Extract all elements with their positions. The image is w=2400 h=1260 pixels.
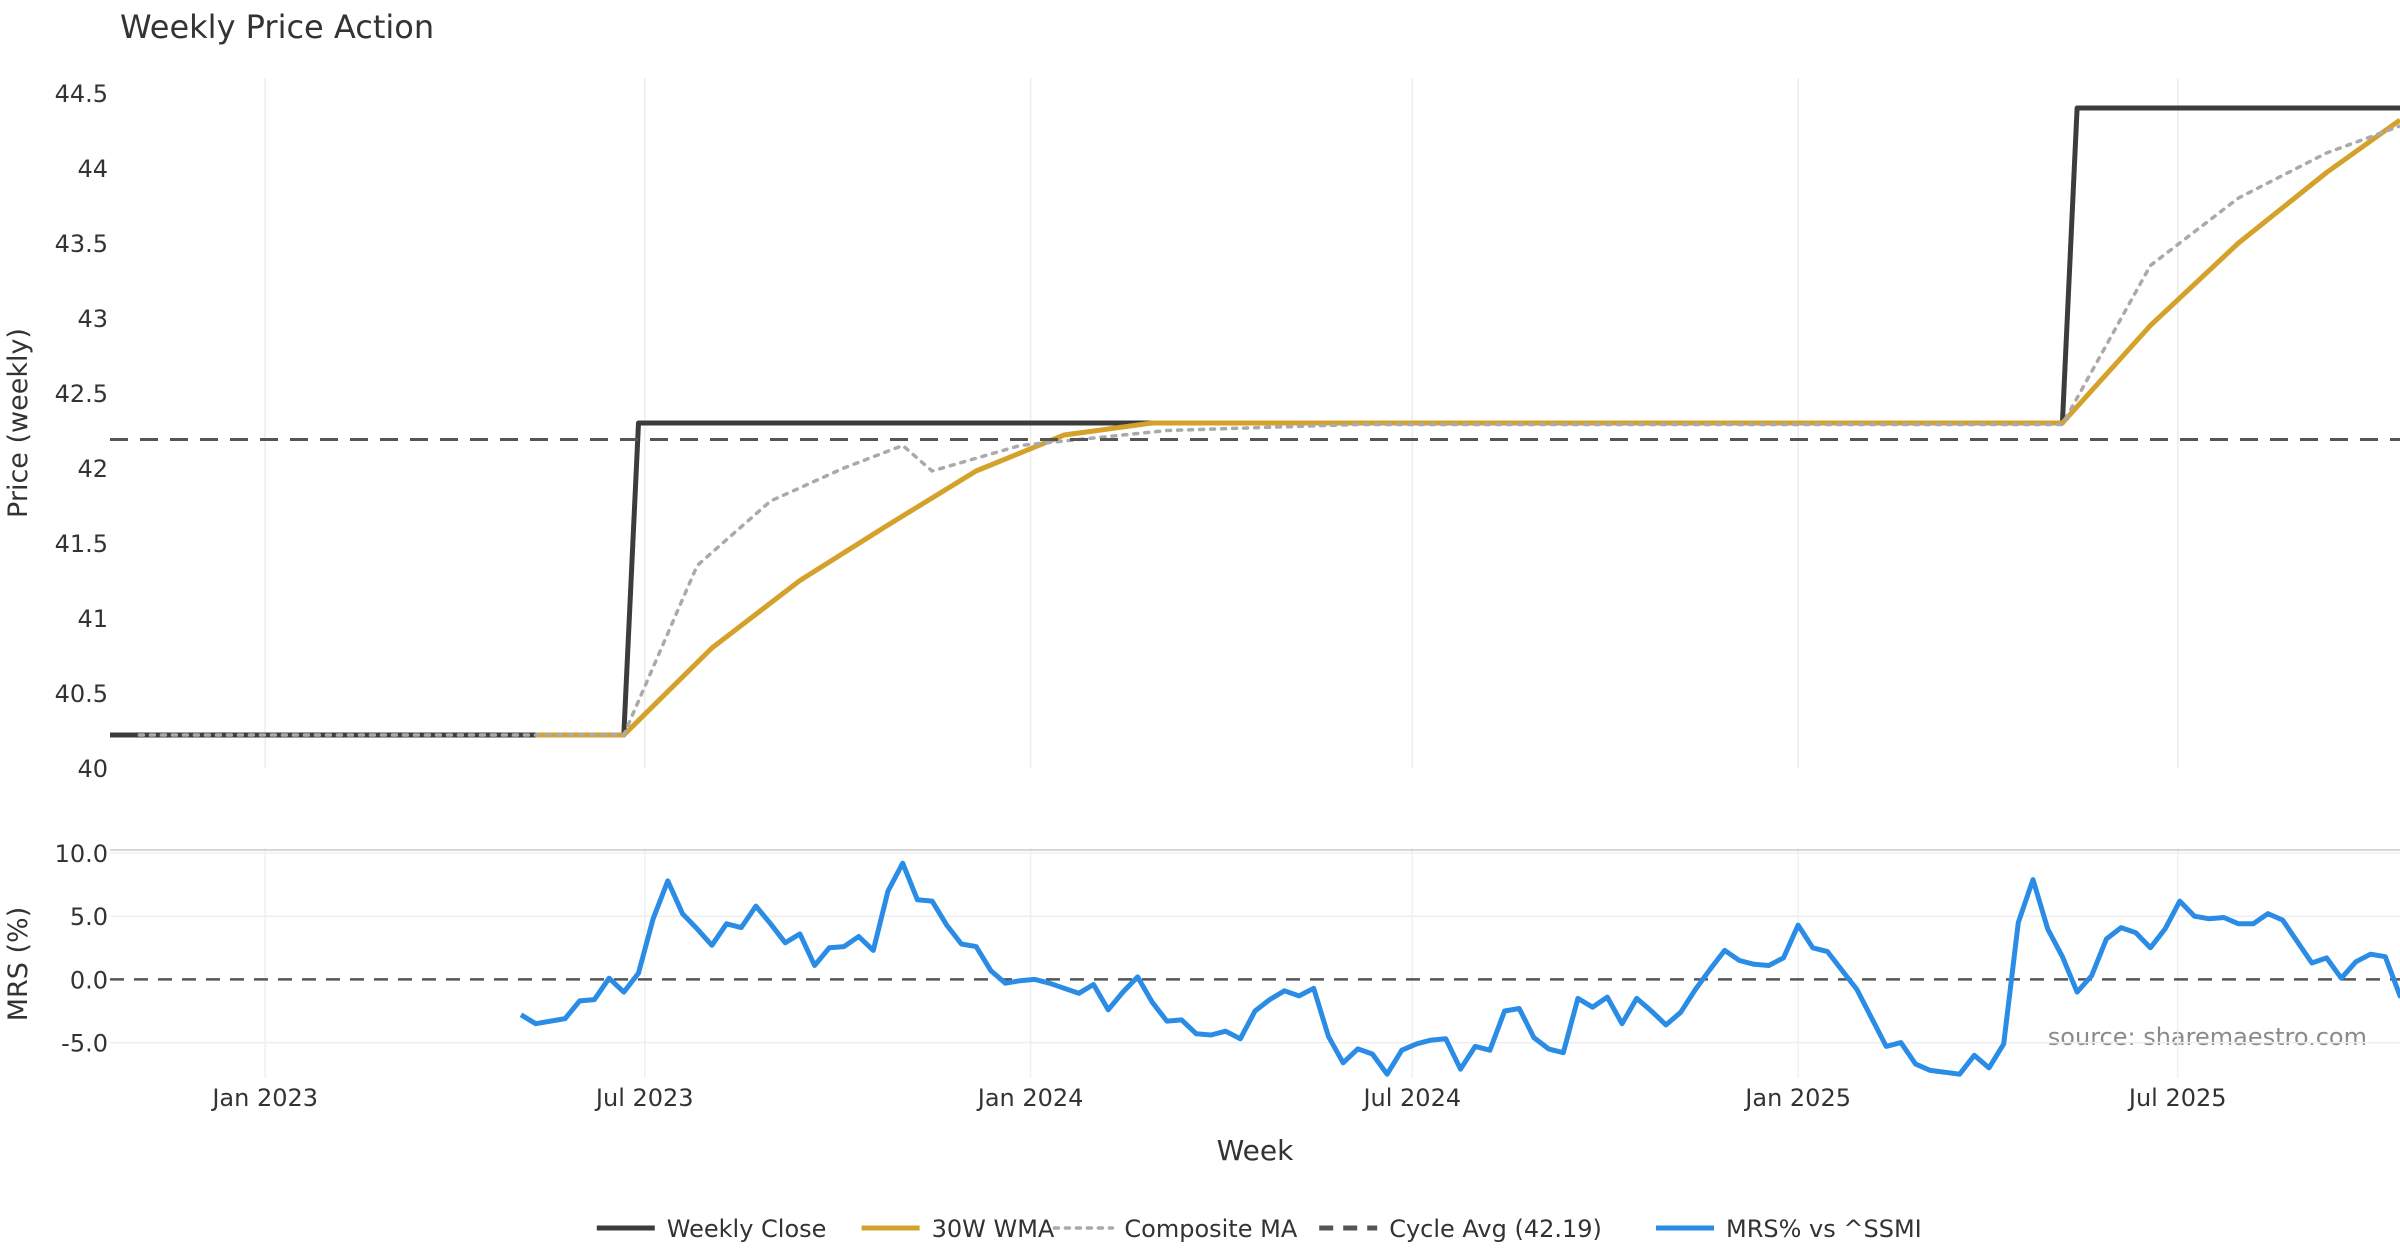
legend: Weekly Close 30W WMA Composite MA Cycle Avg… (596, 1215, 1922, 1243)
x-tick-label: Jan 2024 (976, 1084, 1084, 1112)
legend-label: 30W WMA (932, 1215, 1055, 1243)
x-tick-label: Jan 2023 (210, 1084, 318, 1112)
price-plot (110, 105, 2400, 738)
mrs-y-ticks: 10.0 5.0 0.0 -5.0 (55, 840, 108, 1058)
legend-label: Weekly Close (667, 1215, 827, 1243)
price-y-tick-label: 43 (77, 305, 108, 333)
price-y-tick-label: 42.5 (55, 380, 108, 408)
x-tick-label: Jan 2025 (1743, 1084, 1851, 1112)
price-y-tick-label: 40.5 (55, 680, 108, 708)
source-note: source: sharemaestro.com (2048, 1023, 2367, 1051)
mrs-vs-ssmi-line (519, 860, 2400, 1077)
x-axis-ticks: Jan 2023 Jul 2023 Jan 2024 Jul 2024 Jan 2025… (210, 1084, 2226, 1112)
mrs-y-tick-label: -5.0 (61, 1030, 108, 1058)
price-y-tick-label: 40 (77, 755, 108, 783)
legend-item-composite-ma: Composite MA (1052, 1215, 1298, 1243)
legend-item-weekly-close: Weekly Close (596, 1215, 827, 1243)
price-y-tick-label: 44 (77, 155, 108, 183)
30w-wma-line (535, 117, 2400, 738)
price-y-tick-label: 41.5 (55, 530, 108, 558)
mrs-y-tick-label: 0.0 (70, 966, 108, 994)
legend-label: Cycle Avg (42.19) (1389, 1215, 1602, 1243)
x-tick-label: Jul 2023 (594, 1084, 694, 1112)
price-y-tick-label: 44.5 (55, 80, 108, 108)
x-tick-label: Jul 2025 (2127, 1084, 2227, 1112)
mrs-y-tick-label: 10.0 (55, 840, 108, 868)
x-axis-label: Week (1217, 1134, 1294, 1167)
mrs-y-tick-label: 5.0 (70, 903, 108, 931)
price-y-tick-label: 42 (77, 455, 108, 483)
mrs-axis-label: MRS (%) (3, 907, 34, 1022)
legend-item-cycle-avg-42-19: Cycle Avg (42.19) (1319, 1215, 1602, 1243)
price-y-ticks: 40 40.5 41 41.5 42 42.5 43 43.5 44 44.5 (55, 80, 108, 783)
mrs-plot (519, 860, 2400, 1077)
legend-item-30w-wma: 30W WMA (861, 1215, 1055, 1243)
legend-label: MRS% vs ^SSMI (1726, 1215, 1922, 1243)
composite-ma-line (137, 124, 2400, 737)
legend-label: Composite MA (1124, 1215, 1297, 1243)
chart-title: Weekly Price Action (120, 8, 434, 46)
legend-item-mrs-vs-ssmi: MRS% vs ^SSMI (1656, 1215, 1922, 1243)
price-y-tick-label: 43.5 (55, 230, 108, 258)
price-axis-label: Price (weekly) (3, 328, 34, 518)
x-tick-label: Jul 2024 (1361, 1084, 1461, 1112)
price-y-tick-label: 41 (77, 605, 108, 633)
